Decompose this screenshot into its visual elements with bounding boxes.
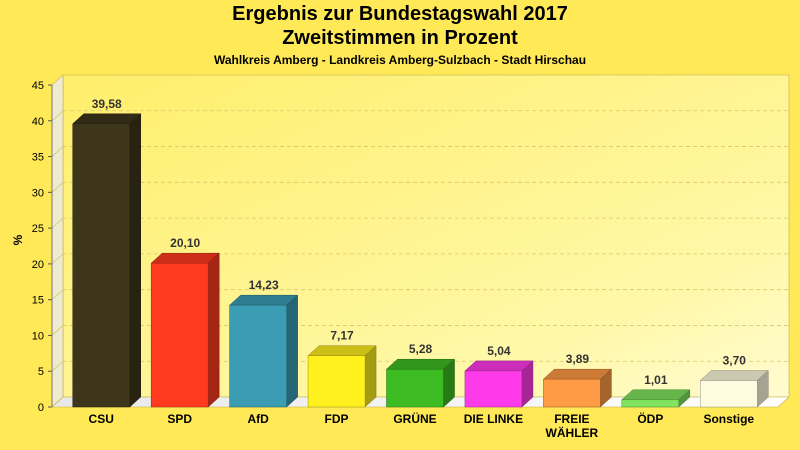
grid-line-side [51,146,64,157]
grid-line-side [51,74,64,86]
x-tick-label: AfD [247,412,269,426]
x-tick-label: DIE LINKE [464,412,523,426]
bar-side [129,113,141,408]
bar-front [150,262,209,408]
value-label: 20,10 [170,236,200,250]
side-wall [51,74,64,408]
value-label: 3,70 [723,354,747,368]
x-tick-label: SPD [167,412,192,426]
bar-die-linke [464,360,534,408]
bar-side [207,252,220,408]
bar-front [307,355,366,408]
value-label: 14,23 [249,278,279,292]
grid-line-side [51,325,64,336]
value-label: 5,04 [487,344,511,358]
bar-side [364,345,377,408]
x-tick-label: CSU [89,412,114,426]
bar-top [621,389,691,401]
bar-grüne [385,358,456,408]
y-tick-label: 15 [32,295,44,307]
grid-line-side [51,110,64,122]
bar-top [699,370,769,381]
bar-top [228,294,299,306]
bar-afd [228,294,299,408]
bar-front [72,123,130,408]
y-axis-ticks: 0 5 10 15 20 25 30 35 40 45 [32,80,53,414]
x-tick-label: FDP [325,412,349,426]
bar-sonstige [699,369,769,408]
bar-fdp [307,345,377,408]
grid-line-side [51,289,64,300]
value-label: 7,17 [330,329,354,343]
value-label: 3,89 [566,352,590,366]
x-tick-label: Sonstige [703,412,754,426]
bar-freie-wähler [542,368,613,408]
y-tick-label: 0 [38,402,44,414]
bar-front [700,380,758,408]
bar-top [307,345,377,356]
bar-top [72,113,142,125]
x-tick-label: ÖDP [637,411,663,426]
bar-spd [150,252,220,408]
bar-front [543,378,601,408]
y-tick-label: 25 [32,223,44,235]
bar-front [386,368,444,408]
value-label: 39,58 [92,97,122,111]
y-tick-label: 5 [38,366,44,378]
value-labels: 39,58 20,10 14,23 7,17 5,28 5,04 3,89 1,01 3,70 [92,97,747,387]
bar-top [385,358,456,370]
y-tick-label: 35 [32,152,44,164]
chart-title: Ergebnis zur Bundestagswahl 2017 [232,3,568,25]
bar-front [229,304,287,408]
grid-line-side [51,217,64,229]
y-tick-label: 10 [32,330,44,342]
value-label: 5,28 [409,342,433,356]
bar-side [286,294,298,408]
x-tick-label: WÄHLER [546,425,599,440]
chart-subtitle: Wahlkreis Amberg - Landkreis Amberg-Sulz… [213,53,587,67]
bar-top [150,252,220,264]
bars [72,113,769,408]
bar-ödp [621,389,691,408]
y-tick-label: 45 [32,80,44,92]
bar-front [621,399,680,408]
x-tick-label: GRÜNE [393,411,436,426]
grid-line-side [51,253,64,265]
bar-top [542,368,613,380]
y-tick-label: 30 [32,187,44,199]
chart-title-line2: Zweitstimmen in Prozent [282,27,518,49]
grid-line-side [51,182,64,193]
grid-line-side [51,360,64,372]
y-tick-label: 20 [32,259,44,271]
value-label: 1,01 [644,373,668,387]
bar-csu [72,113,142,408]
y-axis-label: % [11,234,25,245]
bar-front [464,370,523,408]
y-tick-label: 40 [32,116,44,128]
bar-top [464,360,534,372]
x-tick-label: FREIE [554,412,589,426]
